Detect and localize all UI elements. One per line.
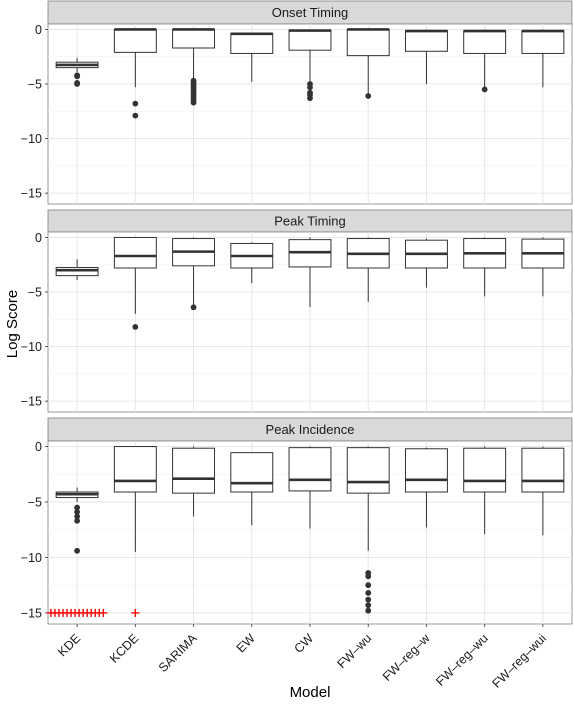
y-tick-label: −10 — [21, 132, 42, 146]
outlier-point — [74, 73, 81, 80]
outlier-point — [365, 602, 372, 609]
outlier-point — [132, 324, 139, 330]
outlier-point — [74, 547, 81, 554]
panel-2: Peak Timing 0 −5 −10 −15 — [21, 209, 573, 413]
box-kcde — [113, 236, 157, 330]
box-kcde — [113, 446, 157, 617]
box-body — [230, 32, 274, 54]
outlier-point — [307, 84, 313, 91]
box-body — [521, 30, 565, 54]
y-tick-label: −15 — [21, 606, 42, 620]
box-fw-wu — [346, 446, 390, 614]
box-fw-reg-wui — [521, 446, 565, 536]
x-tick-label: KCDE — [107, 631, 141, 665]
neg-inf-marker — [131, 608, 140, 617]
box-body — [521, 447, 565, 493]
box-fw-wu — [346, 237, 390, 302]
y-tick-label: −5 — [28, 78, 42, 92]
y-tick-label: −5 — [28, 496, 42, 510]
x-tick-label: FW–reg–wu — [433, 631, 491, 689]
outlier-point — [365, 93, 372, 99]
outlier-point — [74, 81, 81, 87]
box-body — [113, 446, 157, 493]
outlier-point — [365, 596, 372, 603]
outlier-point — [74, 504, 81, 511]
y-tick-label: 0 — [35, 23, 42, 37]
box-cw — [288, 29, 332, 102]
y-tick-label: −15 — [21, 187, 42, 201]
box-body — [113, 236, 157, 269]
outlier-point — [481, 86, 488, 93]
outlier-point — [74, 513, 81, 520]
box-body — [172, 28, 216, 49]
outlier-point — [365, 582, 372, 589]
box-body — [463, 447, 507, 493]
box-sarima — [172, 446, 216, 517]
box-kcde — [113, 28, 157, 119]
y-axis-title: Log Score — [4, 290, 21, 358]
box-cw — [288, 446, 332, 529]
box-ew — [230, 242, 274, 284]
x-axis-title: Model — [290, 684, 331, 701]
outlier-point — [190, 99, 197, 106]
box-fw-reg-wu — [463, 237, 507, 297]
x-tick-label: KDE — [55, 631, 83, 659]
box-body — [404, 30, 448, 52]
outlier-point — [74, 509, 81, 515]
outlier-point — [365, 573, 372, 580]
x-tick-label: EW — [234, 631, 258, 655]
y-tick-label: 0 — [35, 440, 42, 454]
box-fw-wu — [346, 28, 390, 99]
box-fw-reg-wu — [463, 446, 507, 535]
x-tick-label: CW — [291, 631, 316, 656]
box-fw-reg-wu — [463, 29, 507, 93]
box-body — [404, 448, 448, 493]
outlier-point — [307, 95, 313, 102]
outlier-point — [132, 100, 139, 107]
panel-title: Peak Timing — [274, 214, 346, 229]
box-body — [172, 447, 216, 494]
panel-1: Onset Timing 0 −5 −10 −15 — [21, 0, 573, 205]
panel-title: Peak Incidence — [266, 422, 355, 437]
box-fw-reg-w — [404, 447, 448, 528]
y-tick-label: −10 — [21, 551, 42, 565]
box-body — [55, 266, 99, 277]
box-body — [230, 452, 274, 493]
y-tick-label: −5 — [28, 286, 42, 300]
y-tick-label: −10 — [21, 340, 42, 354]
y-tick-label: 0 — [35, 231, 42, 245]
x-tick-label: FW–reg–wui — [489, 631, 549, 691]
box-kde — [55, 57, 99, 87]
neg-inf-marker — [99, 608, 108, 617]
box-sarima — [172, 237, 216, 311]
panel-title: Onset Timing — [272, 5, 349, 20]
box-fw-reg-w — [404, 238, 448, 288]
box-body — [288, 29, 332, 51]
box-ew — [230, 32, 274, 82]
box-body — [346, 28, 390, 57]
outlier-point — [365, 607, 372, 614]
x-tick-label: FW–reg–w — [380, 631, 433, 684]
box-body — [346, 447, 390, 494]
box-sarima — [172, 28, 216, 106]
box-fw-reg-wui — [521, 29, 565, 88]
box-fw-reg-wui — [521, 237, 565, 297]
box-cw — [288, 237, 332, 308]
x-tick-label: FW–wu — [334, 631, 374, 671]
x-tick-label: SARIMA — [156, 631, 200, 675]
box-fw-reg-w — [404, 29, 448, 84]
outlier-point — [74, 517, 81, 524]
outlier-point — [365, 590, 372, 596]
box-ew — [230, 452, 274, 526]
outlier-point — [132, 112, 139, 119]
box-kde — [46, 487, 108, 617]
box-body — [463, 30, 507, 54]
box-kde — [55, 259, 99, 280]
y-tick-label: −15 — [21, 395, 42, 409]
box-body — [288, 447, 332, 492]
box-body — [113, 28, 157, 53]
panel-3: Peak Incidence 0 −5 −10 −15 — [21, 417, 573, 625]
outlier-point — [190, 304, 197, 311]
